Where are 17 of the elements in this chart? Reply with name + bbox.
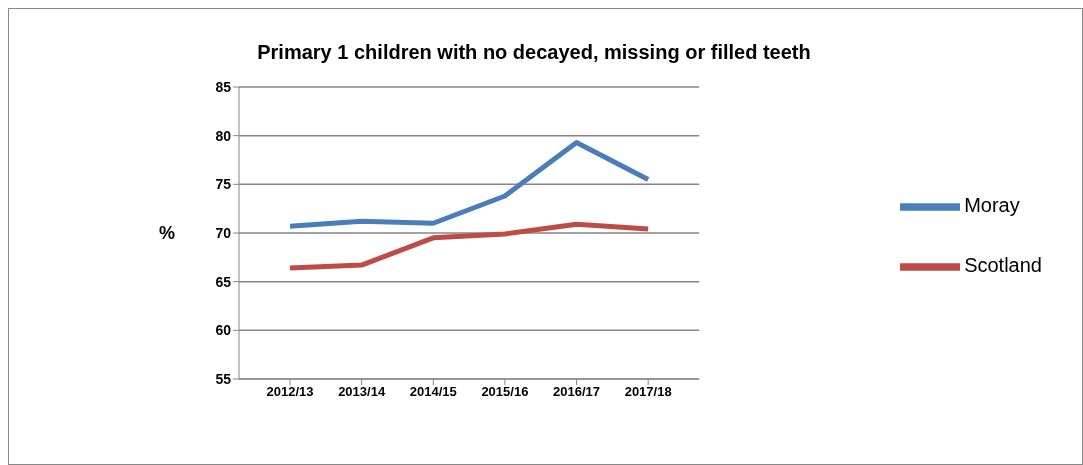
y-tick-label: 60	[215, 322, 232, 339]
y-tick-label: 85	[215, 78, 232, 95]
x-tick-label: 2015/16	[481, 384, 529, 400]
x-tick-label: 2014/15	[409, 384, 457, 400]
legend-label: Scotland	[964, 253, 1042, 276]
y-axis-title: %	[159, 223, 176, 244]
x-tick-label: 2017/18	[624, 384, 672, 400]
y-tick-label: 65	[215, 273, 232, 290]
y-tick-label: 80	[215, 127, 232, 144]
x-tick-label: 2012/13	[266, 384, 314, 400]
chart-title: Primary 1 children with no decayed, missing or filled teeth	[256, 41, 812, 64]
x-tick-label: 2013/14	[338, 384, 386, 400]
legend-label: Moray	[964, 193, 1020, 216]
y-tick-label: 70	[215, 224, 232, 241]
y-tick-label: 55	[215, 370, 232, 387]
x-tick-label: 2016/17	[553, 384, 601, 400]
y-tick-label: 75	[215, 176, 232, 193]
